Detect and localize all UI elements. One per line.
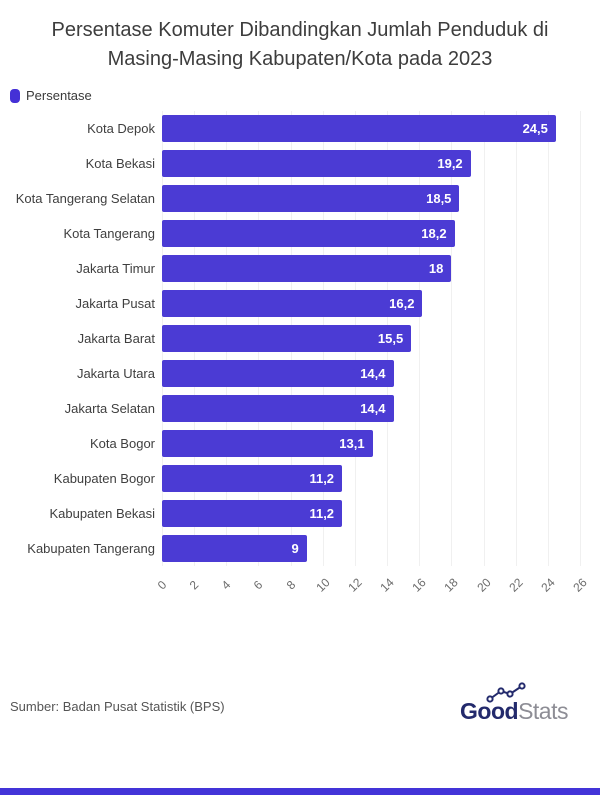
x-tick-label: 12: [345, 575, 365, 595]
category-label: Kabupaten Tangerang: [27, 541, 155, 556]
bar-row: Jakarta Selatan 14,4: [0, 391, 600, 426]
bar-value-label: 11,2: [309, 506, 335, 521]
category-label: Kabupaten Bekasi: [49, 506, 155, 521]
bar-chart: Kota Depok 24,5 Kota Bekasi 19,2 Kota Tanger…: [0, 111, 600, 604]
bar-track: 9: [162, 535, 580, 562]
category-label: Kota Tangerang: [63, 226, 155, 241]
bar-row: Jakarta Timur 18: [0, 251, 600, 286]
bottom-accent-bar: [0, 788, 600, 795]
x-tick-label: 14: [377, 575, 397, 595]
bar-value-label: 15,5: [377, 331, 404, 346]
bar-track: 11,2: [162, 500, 580, 527]
bar-rows: Kota Depok 24,5 Kota Bekasi 19,2 Kota Tanger…: [0, 111, 600, 566]
bar-value-label: 24,5: [522, 121, 548, 136]
gridline: [419, 111, 421, 566]
x-tick-label: 6: [251, 577, 266, 593]
category-label: Jakarta Pusat: [75, 296, 156, 311]
bar-value-label: 18,2: [421, 226, 447, 241]
bar-row: Jakarta Pusat 16,2: [0, 286, 600, 321]
footer: Sumber: Badan Pusat Statistik (BPS) Good…: [0, 678, 600, 734]
bar: 13,1: [162, 430, 373, 457]
bar: 16,2: [162, 290, 423, 317]
bar-value-label: 13,1: [339, 436, 365, 451]
bar-track: 24,5: [162, 115, 580, 142]
bar-track: 11,2: [162, 465, 580, 492]
bar-track: 15,5: [162, 325, 580, 352]
bar-row: Jakarta Utara 14,4: [0, 356, 600, 391]
x-tick-label: 18: [441, 575, 462, 595]
bar: 15,5: [162, 325, 412, 352]
bar-row: Kabupaten Tangerang 9: [0, 531, 600, 566]
bar-row: Kabupaten Bekasi 11,2: [0, 496, 600, 531]
bar: 14,4: [162, 395, 394, 422]
category-label: Kabupaten Bogor: [53, 471, 155, 486]
goodstats-logo: Good Stats: [460, 681, 568, 725]
source-text: Sumber: Badan Pusat Statistik (BPS): [10, 698, 225, 714]
bar: 14,4: [162, 360, 394, 387]
x-tick-label: 16: [409, 575, 429, 595]
bar-row: Kota Bekasi 19,2: [0, 146, 600, 181]
bar-value-label: 14,4: [360, 366, 386, 381]
bar: 18,2: [162, 220, 455, 247]
bar-row: Kota Bogor 13,1: [0, 426, 600, 461]
bar-value-label: 19,2: [437, 156, 463, 171]
x-tick-label: 8: [283, 577, 298, 593]
bar-row: Kota Depok 24,5: [0, 111, 600, 146]
gridline: [451, 111, 453, 566]
x-tick-label: 10: [313, 575, 333, 595]
x-tick-label: 20: [473, 575, 494, 595]
bar: 19,2: [162, 150, 471, 177]
bar-value-label: 14,4: [360, 401, 386, 416]
category-label: Kota Bogor: [89, 436, 155, 451]
bar-row: Jakarta Barat 15,5: [0, 321, 600, 356]
gridline: [515, 111, 517, 566]
category-label: Jakarta Timur: [76, 261, 155, 276]
gridline: [580, 111, 581, 566]
bar: 11,2: [162, 500, 343, 527]
bar-track: 18,5: [162, 185, 580, 212]
category-label: Jakarta Utara: [76, 366, 155, 381]
bar-track: 14,4: [162, 360, 580, 387]
x-axis: 0 2 4 6 8 10 12 14 16 18 20 22 24 26: [155, 566, 590, 604]
bar-track: 16,2: [162, 290, 580, 317]
bar: 18: [162, 255, 452, 282]
category-label: Kota Depok: [87, 121, 155, 136]
x-tick-label: 4: [218, 577, 234, 593]
bar: 9: [162, 535, 307, 562]
bar-row: Kota Tangerang Selatan 18,5: [0, 181, 600, 216]
bar-value-label: 16,2: [389, 296, 415, 311]
logo-text-stats: Stats: [518, 697, 568, 724]
bar-track: 13,1: [162, 430, 580, 457]
bar: 18,5: [162, 185, 460, 212]
legend-swatch-icon: [10, 88, 20, 103]
bar-track: 19,2: [162, 150, 580, 177]
x-tick-label: 26: [570, 575, 590, 595]
bar-track: 18,2: [162, 220, 580, 247]
x-tick-label: 2: [186, 577, 202, 593]
category-label: Jakarta Barat: [77, 331, 155, 346]
gridline: [483, 111, 485, 566]
category-label: Jakarta Selatan: [64, 401, 155, 416]
x-tick-label: 24: [538, 575, 558, 595]
category-label: Kota Bekasi: [85, 156, 155, 171]
legend-label: Persentase: [26, 88, 92, 103]
bar-value-label: 9: [291, 541, 299, 556]
bar-value-label: 18: [428, 261, 444, 276]
bar-row: Kota Tangerang 18,2: [0, 216, 600, 251]
chart-title: Persentase Komuter Dibandingkan Jumlah P…: [51, 19, 549, 70]
bar-track: 18: [162, 255, 580, 282]
bar-value-label: 18,5: [426, 191, 452, 206]
gridline: [547, 111, 549, 566]
bar: 24,5: [162, 115, 556, 142]
logo-trendline-icon: [486, 681, 526, 703]
legend: Persentase: [10, 88, 600, 103]
x-tick-label: 0: [154, 577, 170, 593]
bar: 11,2: [162, 465, 343, 492]
category-label: Kota Tangerang Selatan: [15, 191, 155, 206]
x-tick-label: 22: [506, 575, 526, 595]
bar-row: Kabupaten Bogor 11,2: [0, 461, 600, 496]
bar-value-label: 11,2: [309, 471, 335, 486]
bar-track: 14,4: [162, 395, 580, 422]
